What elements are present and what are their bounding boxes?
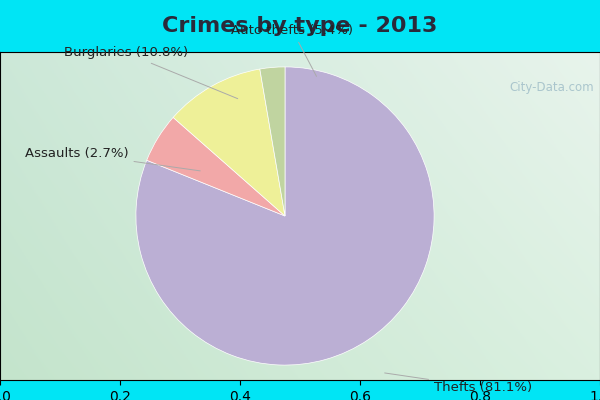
Wedge shape: [173, 69, 285, 216]
Text: City-Data.com: City-Data.com: [509, 82, 594, 94]
Text: Burglaries (10.8%): Burglaries (10.8%): [64, 46, 238, 99]
Text: Auto thefts (5.4%): Auto thefts (5.4%): [232, 24, 353, 76]
Text: Thefts (81.1%): Thefts (81.1%): [385, 373, 532, 394]
Wedge shape: [147, 118, 285, 216]
Wedge shape: [260, 67, 285, 216]
Text: Crimes by type - 2013: Crimes by type - 2013: [163, 16, 437, 36]
Text: Assaults (2.7%): Assaults (2.7%): [25, 147, 200, 171]
Wedge shape: [136, 67, 434, 365]
